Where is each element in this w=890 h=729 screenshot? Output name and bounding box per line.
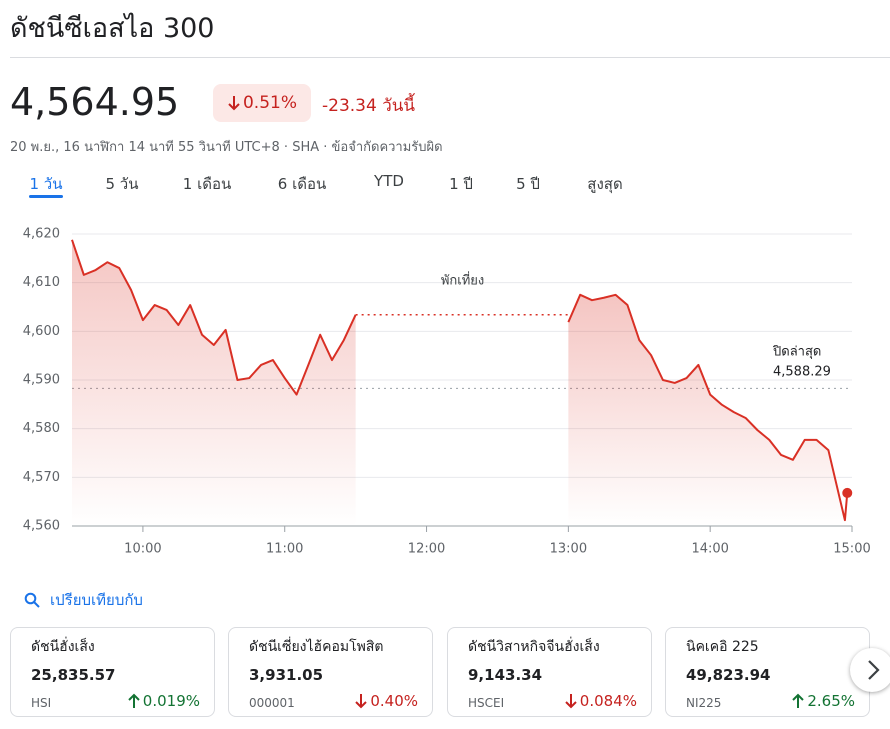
change-percent: 0.084% <box>579 692 637 710</box>
y-tick-label: 4,580 <box>23 421 60 436</box>
card-code: 000001 <box>249 696 295 710</box>
annotation: พักเที่ยง <box>441 272 484 289</box>
card-code: NI225 <box>686 696 722 710</box>
card[interactable]: ดัชนีฮั่งเส็ง 25,835.57 HSI 0.019% <box>10 627 215 717</box>
arrow <box>792 693 805 708</box>
compare-link[interactable]: เปรียบเทียบกับ <box>24 588 143 612</box>
card-change: 0.084% <box>564 692 637 710</box>
area <box>72 239 356 526</box>
y-tick-label: 4,570 <box>23 470 60 485</box>
change: -23.34 วันนี้ <box>322 96 415 116</box>
x-tick-label: 11:00 <box>266 542 303 557</box>
y-tick-label: 4,620 <box>23 227 60 242</box>
last-point <box>842 487 853 498</box>
change-badge: 0.51% <box>213 84 311 122</box>
search-icon <box>24 592 40 608</box>
card-name: ดัชนีฮั่งเส็ง <box>31 639 95 655</box>
price: 4,564.95 <box>10 80 180 124</box>
tab[interactable]: 5 ปี <box>516 175 540 193</box>
meta: 20 พ.ย., 16 นาฬิกา 14 นาที 55 วินาที UTC… <box>10 140 443 155</box>
tab[interactable]: 1 วัน <box>29 175 63 193</box>
area <box>568 294 848 526</box>
reference-label: ปิดล่าสุด <box>772 345 821 360</box>
change-percent: 0.51% <box>242 93 297 113</box>
card-change: 0.019% <box>127 692 200 710</box>
card-name: ดัชนีวิสาหกิจจีนฮั่งเส็ง <box>468 639 600 655</box>
card-name: ดัชนีเซี่ยงไฮ้คอมโพสิต <box>249 639 384 655</box>
card[interactable]: ดัชนีเซี่ยงไฮ้คอมโพสิต 3,931.05 000001 0.40… <box>228 627 433 717</box>
separator <box>10 57 890 58</box>
down-arrow <box>228 96 240 111</box>
tab[interactable]: 5 วัน <box>105 175 139 193</box>
y-tick-label: 4,610 <box>23 275 60 290</box>
chevron <box>868 660 880 680</box>
tab[interactable]: สูงสุด <box>587 175 623 193</box>
card-value: 3,931.05 <box>249 666 324 684</box>
card-change: 0.40% <box>354 692 418 710</box>
tab[interactable]: 6 เดือน <box>277 175 327 193</box>
price-line <box>567 293 849 522</box>
x-tick-label: 14:00 <box>691 542 728 557</box>
change-percent: 0.40% <box>370 692 418 710</box>
chart: 4,560 4,570 4,580 4,590 4,600 4,610 4,620 10:00… <box>23 227 871 557</box>
arrow <box>565 694 577 709</box>
y-tick-label: 4,560 <box>23 519 60 534</box>
change-percent: 2.65% <box>807 692 855 710</box>
page-title: ดัชนีซีเอสไอ 300 <box>10 13 215 44</box>
y-tick-label: 4,590 <box>23 373 60 388</box>
compare-title: เปรียบเทียบกับ <box>50 591 143 609</box>
arrow <box>128 693 140 708</box>
y-tick-label: 4,600 <box>23 324 60 339</box>
reference-value: 4,588.29 <box>773 365 831 380</box>
x-tick-label: 12:00 <box>408 542 445 557</box>
card-value: 49,823.94 <box>686 666 771 684</box>
card[interactable]: นิคเคอิ 225 49,823.94 NI225 2.65% <box>665 627 870 717</box>
card[interactable]: ดัชนีวิสาหกิจจีนฮั่งเส็ง 9,143.34 HSCEI 0.0… <box>447 627 652 717</box>
card-code: HSI <box>31 696 52 710</box>
card-change: 2.65% <box>791 692 855 710</box>
tab[interactable]: YTD <box>374 172 404 190</box>
next-button[interactable] <box>850 648 890 692</box>
arrow <box>355 694 368 709</box>
card-name: นิคเคอิ 225 <box>686 639 759 655</box>
x-tick-label: 10:00 <box>124 542 161 557</box>
change-percent: 0.019% <box>142 692 200 710</box>
card-value: 9,143.34 <box>468 666 543 684</box>
card-value: 25,835.57 <box>31 666 116 684</box>
tab-underline <box>29 195 63 198</box>
x-tick-label: 15:00 <box>833 542 870 557</box>
card-code: HSCEI <box>468 696 505 710</box>
tab[interactable]: 1 เดือน <box>182 175 232 193</box>
x-tick-label: 13:00 <box>550 542 587 557</box>
price-line <box>71 239 357 396</box>
tab[interactable]: 1 ปี <box>449 175 473 193</box>
